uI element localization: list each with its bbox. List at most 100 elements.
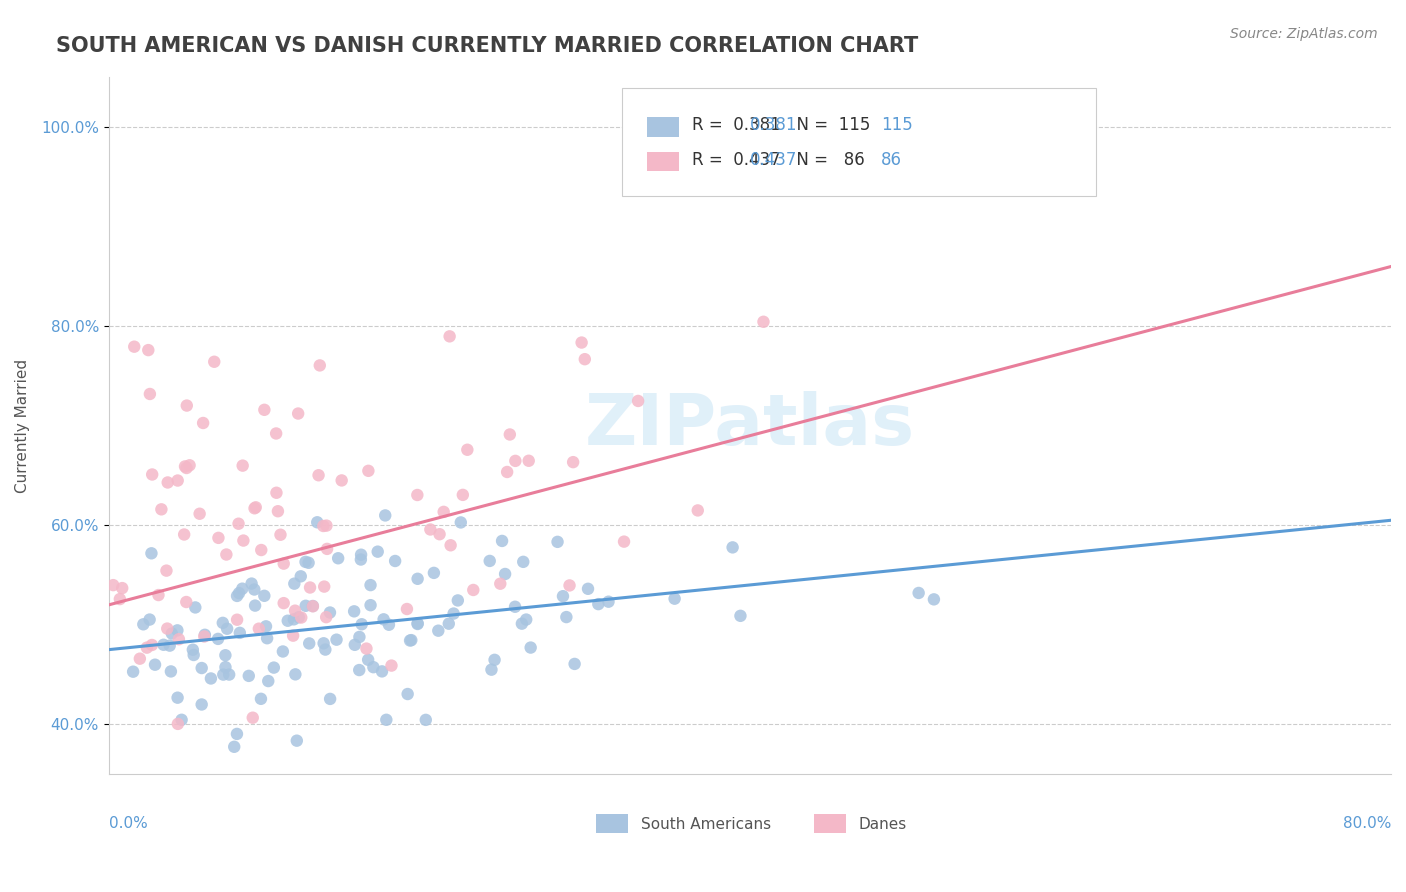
Text: 0.437: 0.437 <box>749 151 797 169</box>
Point <box>179 458 201 473</box>
Point <box>730 608 752 623</box>
Point <box>122 340 145 354</box>
Point <box>299 581 322 595</box>
Point <box>194 628 217 642</box>
Text: Danes: Danes <box>859 817 907 831</box>
Point <box>166 474 188 488</box>
Point <box>283 576 305 591</box>
Point <box>429 527 451 541</box>
Point <box>481 663 503 677</box>
Point <box>491 533 513 548</box>
FancyBboxPatch shape <box>596 814 628 833</box>
Point <box>228 516 250 531</box>
Point <box>284 667 307 681</box>
Point <box>152 638 174 652</box>
Point <box>181 642 204 657</box>
Point <box>243 582 266 597</box>
Point <box>211 615 233 630</box>
FancyBboxPatch shape <box>647 117 679 136</box>
Point <box>159 639 181 653</box>
Point <box>294 555 316 569</box>
Point <box>343 638 366 652</box>
Point <box>314 580 336 594</box>
Point <box>360 578 382 592</box>
Point <box>562 455 585 469</box>
Point <box>406 488 429 502</box>
Point <box>423 566 446 580</box>
Point <box>551 589 574 603</box>
Point <box>447 593 470 607</box>
Point <box>503 599 526 614</box>
Point <box>238 669 260 683</box>
Point <box>484 653 506 667</box>
Point <box>273 557 295 571</box>
Point <box>167 717 190 731</box>
Point <box>166 690 188 705</box>
Point <box>443 607 465 621</box>
Point <box>240 576 263 591</box>
FancyBboxPatch shape <box>621 88 1097 196</box>
Point <box>285 733 308 747</box>
Point <box>143 657 166 672</box>
Point <box>360 598 382 612</box>
Point <box>273 596 295 610</box>
Point <box>512 555 534 569</box>
Point <box>564 657 586 671</box>
Point <box>148 588 170 602</box>
Point <box>312 636 335 650</box>
Point <box>254 619 277 633</box>
Point <box>176 461 198 475</box>
Point <box>166 624 188 638</box>
Point <box>401 633 423 648</box>
Point <box>176 595 198 609</box>
Point <box>598 595 620 609</box>
Point <box>160 665 183 679</box>
Point <box>231 582 253 596</box>
Point <box>217 622 239 636</box>
Point <box>128 651 150 665</box>
Text: 86: 86 <box>880 151 901 169</box>
Point <box>191 416 214 430</box>
Point <box>350 617 373 632</box>
Point <box>290 610 312 624</box>
Point <box>450 516 472 530</box>
Point <box>517 454 540 468</box>
Point <box>373 612 395 626</box>
Point <box>406 572 429 586</box>
Point <box>174 459 197 474</box>
Point <box>176 399 198 413</box>
Point <box>207 632 229 646</box>
Point <box>721 541 744 555</box>
Point <box>267 504 290 518</box>
Point <box>367 544 389 558</box>
Point <box>135 640 157 655</box>
Point <box>294 599 316 613</box>
Point <box>247 622 270 636</box>
Point <box>287 407 309 421</box>
Text: 80.0%: 80.0% <box>1343 816 1391 830</box>
Point <box>307 516 329 530</box>
Point <box>184 600 207 615</box>
Point <box>463 582 485 597</box>
Point <box>136 343 159 357</box>
Point <box>253 589 276 603</box>
Point <box>613 534 636 549</box>
Point <box>156 622 179 636</box>
Point <box>290 569 312 583</box>
Point <box>343 604 366 618</box>
Point <box>380 658 402 673</box>
Point <box>202 355 225 369</box>
Point <box>287 610 309 624</box>
Point <box>907 586 929 600</box>
Point <box>281 629 304 643</box>
FancyBboxPatch shape <box>814 814 846 833</box>
Point <box>308 468 330 483</box>
Point <box>122 665 145 679</box>
Point <box>378 617 401 632</box>
Point <box>489 576 512 591</box>
Point <box>167 632 190 647</box>
Point <box>283 612 305 626</box>
Point <box>277 614 299 628</box>
Point <box>752 315 775 329</box>
Text: R =  0.381   N =  115: R = 0.381 N = 115 <box>692 116 870 134</box>
